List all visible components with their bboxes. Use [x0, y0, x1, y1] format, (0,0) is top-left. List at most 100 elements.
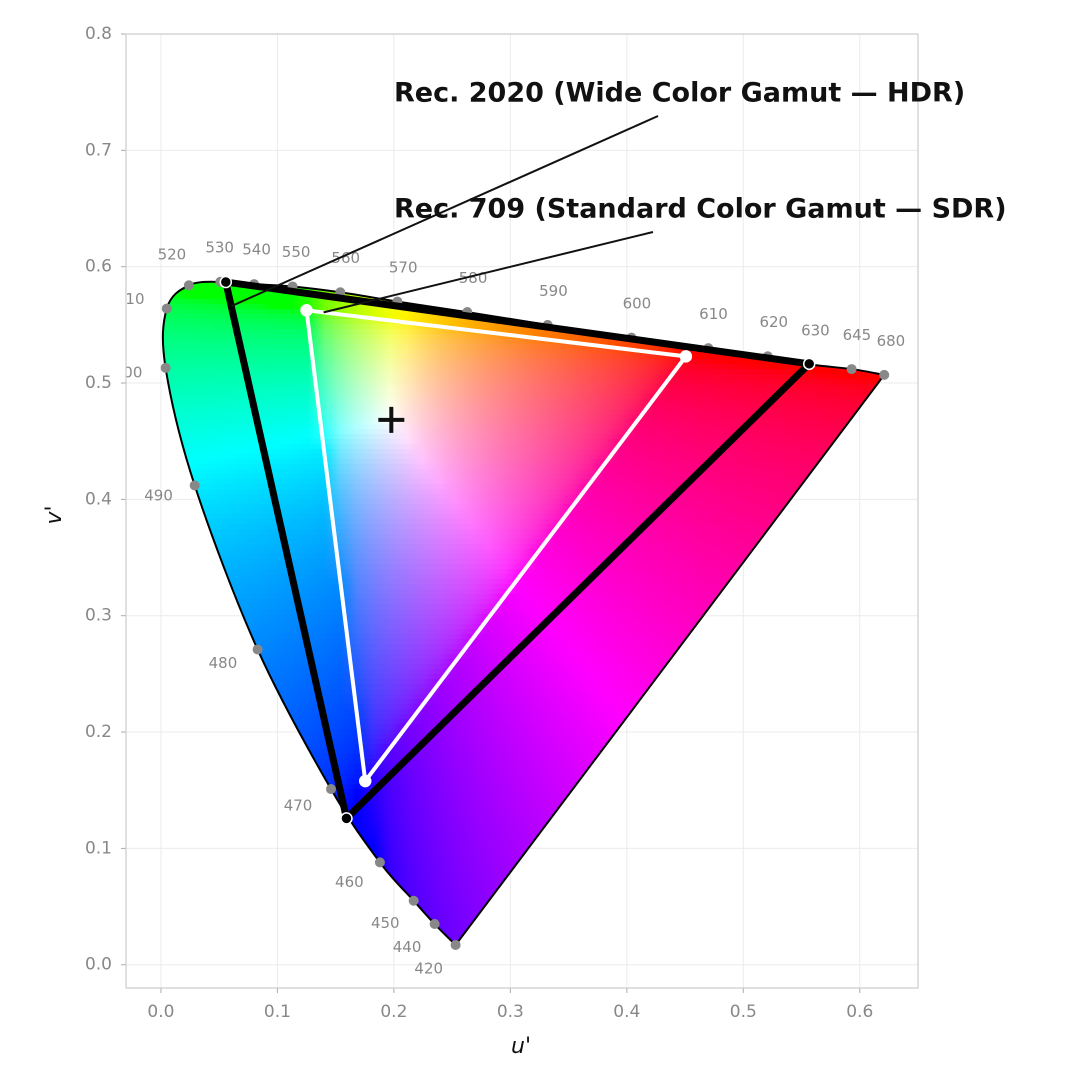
color-row	[162, 529, 885, 535]
color-row	[162, 429, 885, 435]
primary-dot	[340, 812, 353, 825]
primary-dot	[219, 275, 233, 289]
color-row	[162, 769, 885, 775]
wavelength-label: 470	[284, 796, 313, 814]
color-row	[162, 519, 885, 525]
color-row	[162, 539, 885, 545]
wavelength-label: 610	[699, 305, 728, 323]
wavelength-dot	[429, 919, 440, 930]
color-row	[162, 744, 885, 750]
color-row	[162, 549, 885, 555]
annotation-line	[230, 115, 659, 308]
wavelength-label: 500	[114, 364, 143, 382]
color-row	[162, 544, 885, 550]
color-row	[162, 599, 885, 605]
color-row	[162, 819, 885, 825]
color-row	[162, 764, 885, 770]
color-row	[162, 604, 885, 610]
annotation-line	[323, 231, 654, 314]
color-row	[162, 839, 885, 845]
color-row	[162, 804, 885, 810]
color-row	[162, 754, 885, 760]
color-row	[162, 449, 885, 455]
wavelength-dot	[161, 303, 172, 314]
color-row	[162, 689, 885, 695]
color-row	[162, 439, 885, 445]
wavelength-label: 600	[623, 295, 652, 313]
y-tick-label: 0.4	[85, 489, 112, 509]
primary-dot	[358, 774, 372, 788]
color-row	[162, 364, 885, 370]
color-row	[162, 394, 885, 400]
color-row	[162, 834, 885, 840]
color-row	[162, 719, 885, 725]
color-row	[162, 329, 885, 335]
wavelength-label: 420	[414, 960, 443, 978]
y-tick-label: 0.3	[85, 606, 112, 626]
color-row	[162, 739, 885, 745]
color-row	[162, 674, 885, 680]
color-row	[162, 339, 885, 345]
color-row	[162, 669, 885, 675]
color-row	[162, 369, 885, 375]
plot-frame	[125, 33, 919, 989]
wavelength-label: 480	[209, 654, 238, 672]
color-row	[162, 459, 885, 465]
wavelength-dot	[183, 280, 194, 291]
color-row	[162, 749, 885, 755]
color-row	[162, 614, 885, 620]
color-row	[162, 414, 885, 420]
wavelength-dot	[325, 784, 336, 795]
color-row	[162, 374, 885, 380]
color-row	[162, 409, 885, 415]
x-tick-label: 0.4	[613, 1002, 640, 1022]
color-row	[162, 629, 885, 635]
color-row	[162, 704, 885, 710]
wavelength-dot	[408, 895, 419, 906]
wavelength-label: 560	[331, 249, 360, 267]
color-row	[162, 464, 885, 470]
wavelength-label: 590	[539, 282, 568, 300]
color-row	[162, 389, 885, 395]
color-row	[162, 384, 885, 390]
color-row	[162, 784, 885, 790]
color-row	[162, 849, 885, 855]
wavelength-dot	[450, 939, 461, 950]
color-row	[162, 684, 885, 690]
wavelength-dot	[252, 644, 263, 655]
y-tick-label: 0.6	[85, 257, 112, 277]
y-tick-label: 0.7	[85, 140, 112, 160]
x-axis-label: u'	[511, 1034, 531, 1059]
color-row	[162, 584, 885, 590]
color-row	[162, 564, 885, 570]
color-row	[162, 664, 885, 670]
x-tick-label: 0.2	[380, 1002, 407, 1022]
x-tick-label: 0.6	[846, 1002, 873, 1022]
color-row	[162, 484, 885, 490]
y-axis-label: v'	[42, 505, 67, 524]
wavelength-label: 460	[335, 873, 364, 891]
y-tick-label: 0.2	[85, 722, 112, 742]
wavelength-label: 645	[843, 326, 872, 344]
wavelength-label: 550	[282, 243, 311, 261]
color-row	[162, 679, 885, 685]
y-tick-label: 0.1	[85, 838, 112, 858]
color-row	[162, 649, 885, 655]
color-row	[162, 379, 885, 385]
y-tick-label: 0.8	[85, 24, 112, 44]
color-row	[162, 504, 885, 510]
wavelength-label: 450	[371, 914, 400, 932]
color-row	[162, 359, 885, 365]
annotation: Rec. 709 (Standard Color Gamut — SDR)	[394, 194, 1007, 225]
x-tick-label: 0.1	[264, 1002, 291, 1022]
color-row	[162, 799, 885, 805]
marks: 420 440 450 460 470 480 490 500 510 520 530 540 550 5…	[114, 115, 905, 978]
gamut-triangle	[222, 278, 813, 822]
color-row	[162, 759, 885, 765]
color-row	[162, 654, 885, 660]
color-row	[162, 709, 885, 715]
wavelength-label: 620	[759, 313, 788, 331]
color-row	[162, 454, 885, 460]
wavelength-label: 630	[801, 321, 830, 339]
